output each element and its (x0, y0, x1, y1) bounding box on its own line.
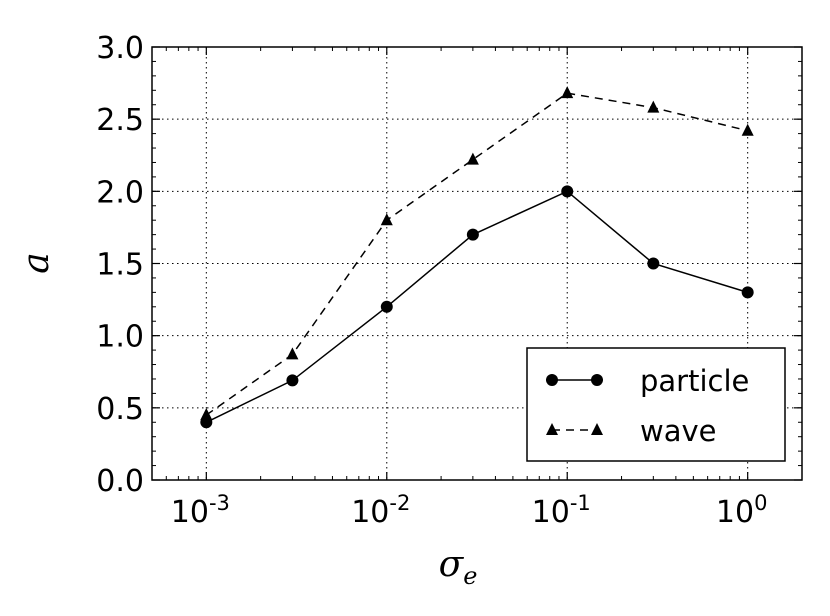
data-point-wave (561, 86, 574, 99)
y-tick-label: 1.0 (96, 320, 144, 355)
series (200, 86, 754, 429)
data-point-particle (647, 257, 660, 270)
y-tick-labels: 0.0 0.5 1.0 1.5 2.0 2.5 3.0 (96, 31, 144, 499)
legend-marker-wave (546, 423, 558, 435)
x-tick-labels: 10-3 10-2 10-1 100 (171, 491, 768, 530)
x-axis-label-main: σ (439, 544, 465, 585)
data-point-wave (647, 100, 660, 113)
data-point-wave (741, 123, 754, 136)
data-point-wave (286, 347, 299, 360)
legend-marker-particle (546, 374, 558, 386)
x-tick-label: 10-3 (171, 491, 230, 530)
y-tick-label: 2.5 (96, 103, 144, 138)
data-point-particle (380, 300, 393, 313)
x-tick-label: 10-1 (532, 491, 591, 530)
legend-label-particle: particle (640, 364, 749, 398)
data-point-wave (466, 152, 479, 165)
data-point-wave (380, 213, 393, 226)
y-tick-label: 1.5 (96, 248, 144, 283)
legend-marker-wave (591, 423, 603, 435)
legend-marker-particle (591, 374, 603, 386)
data-point-particle (286, 374, 299, 387)
data-point-particle (466, 228, 479, 241)
data-point-particle (741, 286, 754, 299)
x-axis-label-sub: e (463, 562, 477, 590)
y-tick-label: 0.0 (96, 464, 144, 499)
x-tick-label: 100 (716, 491, 768, 530)
y-axis-label: a (16, 252, 57, 273)
legend: particle wave (526, 347, 786, 462)
x-axis-label: σe (439, 544, 478, 590)
data-point-wave (200, 408, 213, 421)
data-point-particle (561, 185, 574, 198)
x-tick-label: 10-2 (351, 491, 410, 530)
legend-label-wave: wave (640, 414, 717, 448)
y-tick-label: 3.0 (96, 31, 144, 66)
y-tick-label: 0.5 (96, 392, 144, 427)
legend-frame (526, 347, 786, 462)
y-tick-label: 2.0 (96, 175, 144, 210)
plot-frame (151, 46, 803, 481)
